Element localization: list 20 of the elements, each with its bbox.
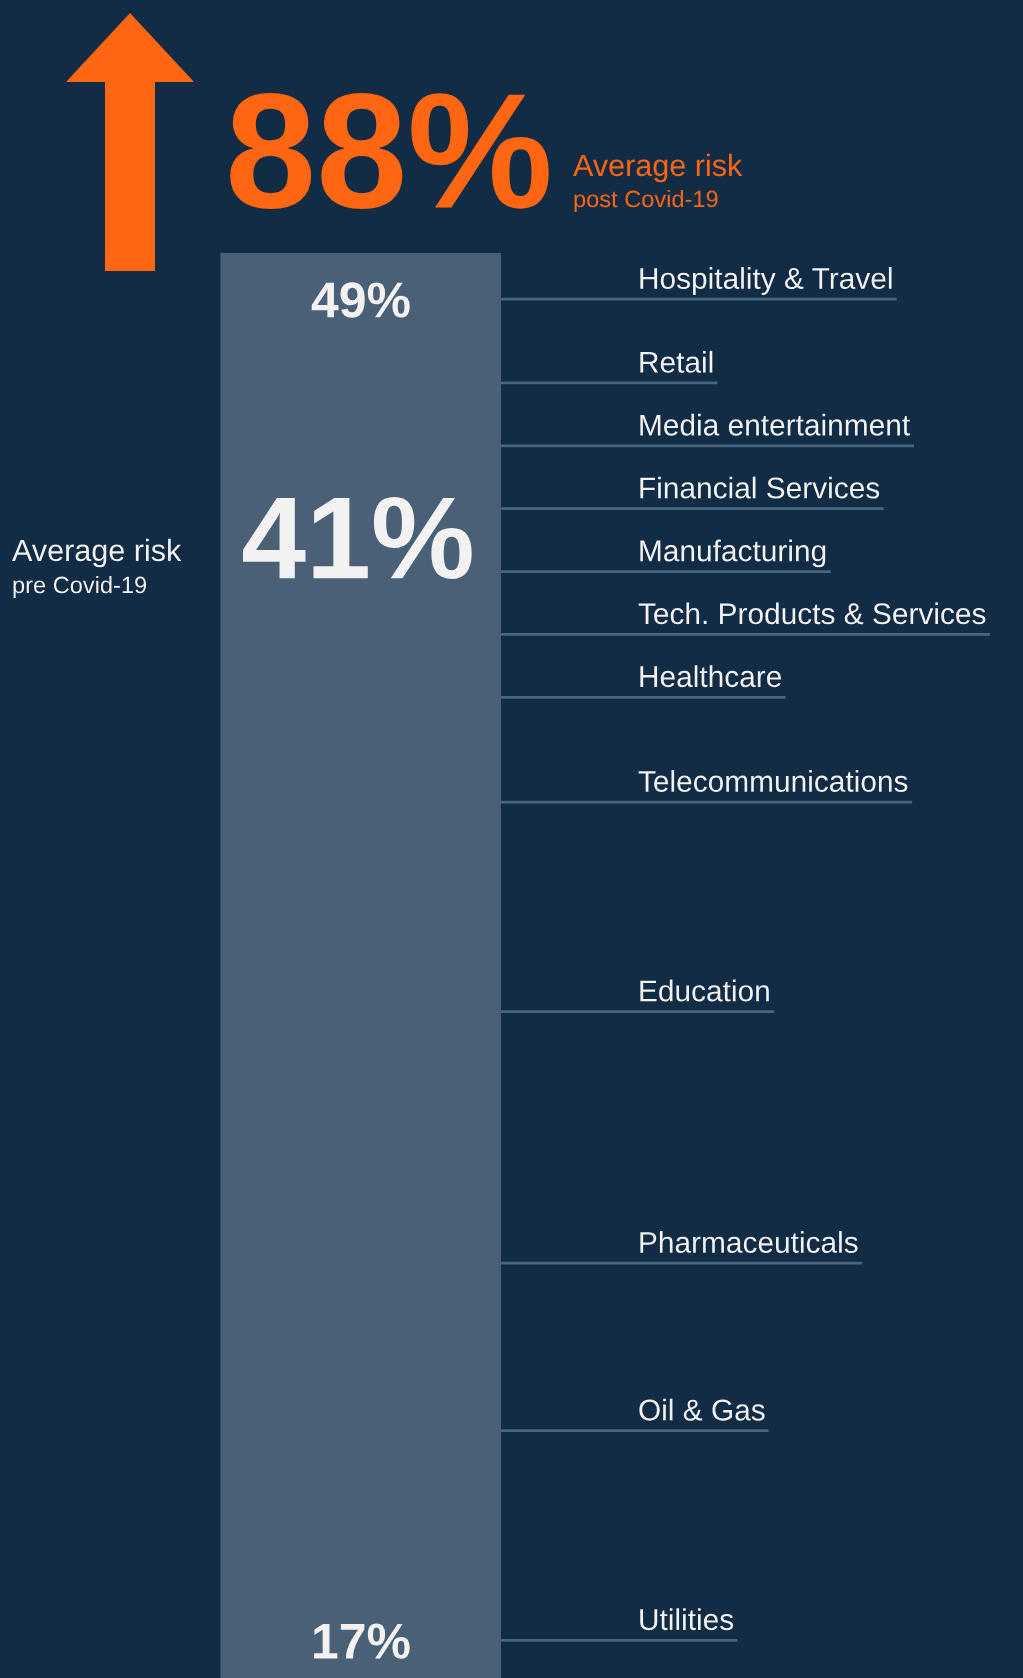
y-tick-label: 49% — [311, 282, 410, 318]
text: Average risk — [573, 153, 743, 183]
text: Average risk — [12, 538, 182, 568]
ref-line-label: Tech. Products & Services — [638, 602, 986, 625]
ref-line-label: Education — [640, 979, 769, 1002]
ref-line-label: Retail — [640, 350, 713, 373]
ref-line-label: Financial Services — [640, 476, 880, 499]
ref-line-label: Manufacturing — [640, 539, 826, 568]
ref-line-label: Healthcare — [640, 665, 782, 688]
ref-line-label: Hospitality & Travel — [640, 267, 892, 295]
text: 41% — [243, 496, 472, 580]
text: 88% — [230, 92, 549, 209]
text: post Covid-19 — [574, 189, 718, 212]
ref-line-label: Utilities — [640, 1608, 734, 1631]
ref-line-label: Telecommunications — [638, 770, 908, 792]
ref-line-label: Media entertainment — [640, 413, 910, 436]
text: pre Covid-19 — [13, 575, 147, 599]
ref-line-label: Oil & Gas — [639, 1398, 765, 1421]
y-tick-label: 17% — [314, 1623, 410, 1659]
ref-line-label: Pharmaceuticals — [640, 1231, 858, 1253]
